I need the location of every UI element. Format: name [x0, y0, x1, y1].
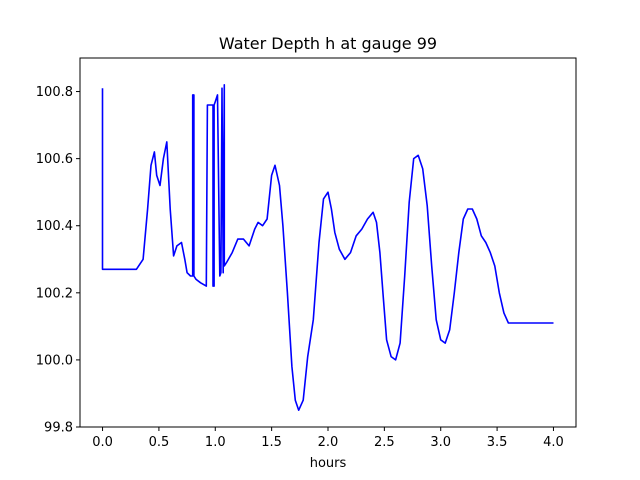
- x-axis-label: hours: [310, 456, 347, 471]
- x-tick-label: 4.0: [543, 435, 564, 450]
- y-tick-label: 100.0: [36, 353, 73, 368]
- y-axis: 99.8 100.0 100.2 100.4 100.6 100.8: [36, 85, 80, 436]
- chart-title: Water Depth h at gauge 99: [219, 34, 437, 53]
- y-tick-label: 100.4: [36, 219, 73, 234]
- x-tick-label: 3.5: [487, 435, 508, 450]
- plot-frame: [79, 57, 577, 428]
- series-line: [101, 84, 554, 412]
- x-tick-label: 2.5: [374, 435, 395, 450]
- x-tick-label: 3.0: [430, 435, 451, 450]
- y-tick-label: 100.6: [36, 152, 73, 167]
- x-tick-label: 1.5: [261, 435, 282, 450]
- series-layer: [101, 84, 554, 412]
- y-tick-label: 99.8: [44, 421, 73, 436]
- x-tick-label: 0.0: [92, 435, 113, 450]
- x-tick-label: 1.0: [205, 435, 226, 450]
- y-tick-label: 100.8: [36, 85, 73, 100]
- x-axis: 0.0 0.5 1.0 1.5 2.0 2.5 3.0 3.5 4.0: [92, 427, 564, 450]
- x-tick-label: 0.5: [149, 435, 170, 450]
- y-tick-label: 100.2: [36, 286, 73, 301]
- x-tick-label: 2.0: [318, 435, 339, 450]
